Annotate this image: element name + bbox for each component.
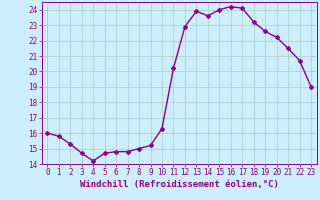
X-axis label: Windchill (Refroidissement éolien,°C): Windchill (Refroidissement éolien,°C) — [80, 180, 279, 189]
